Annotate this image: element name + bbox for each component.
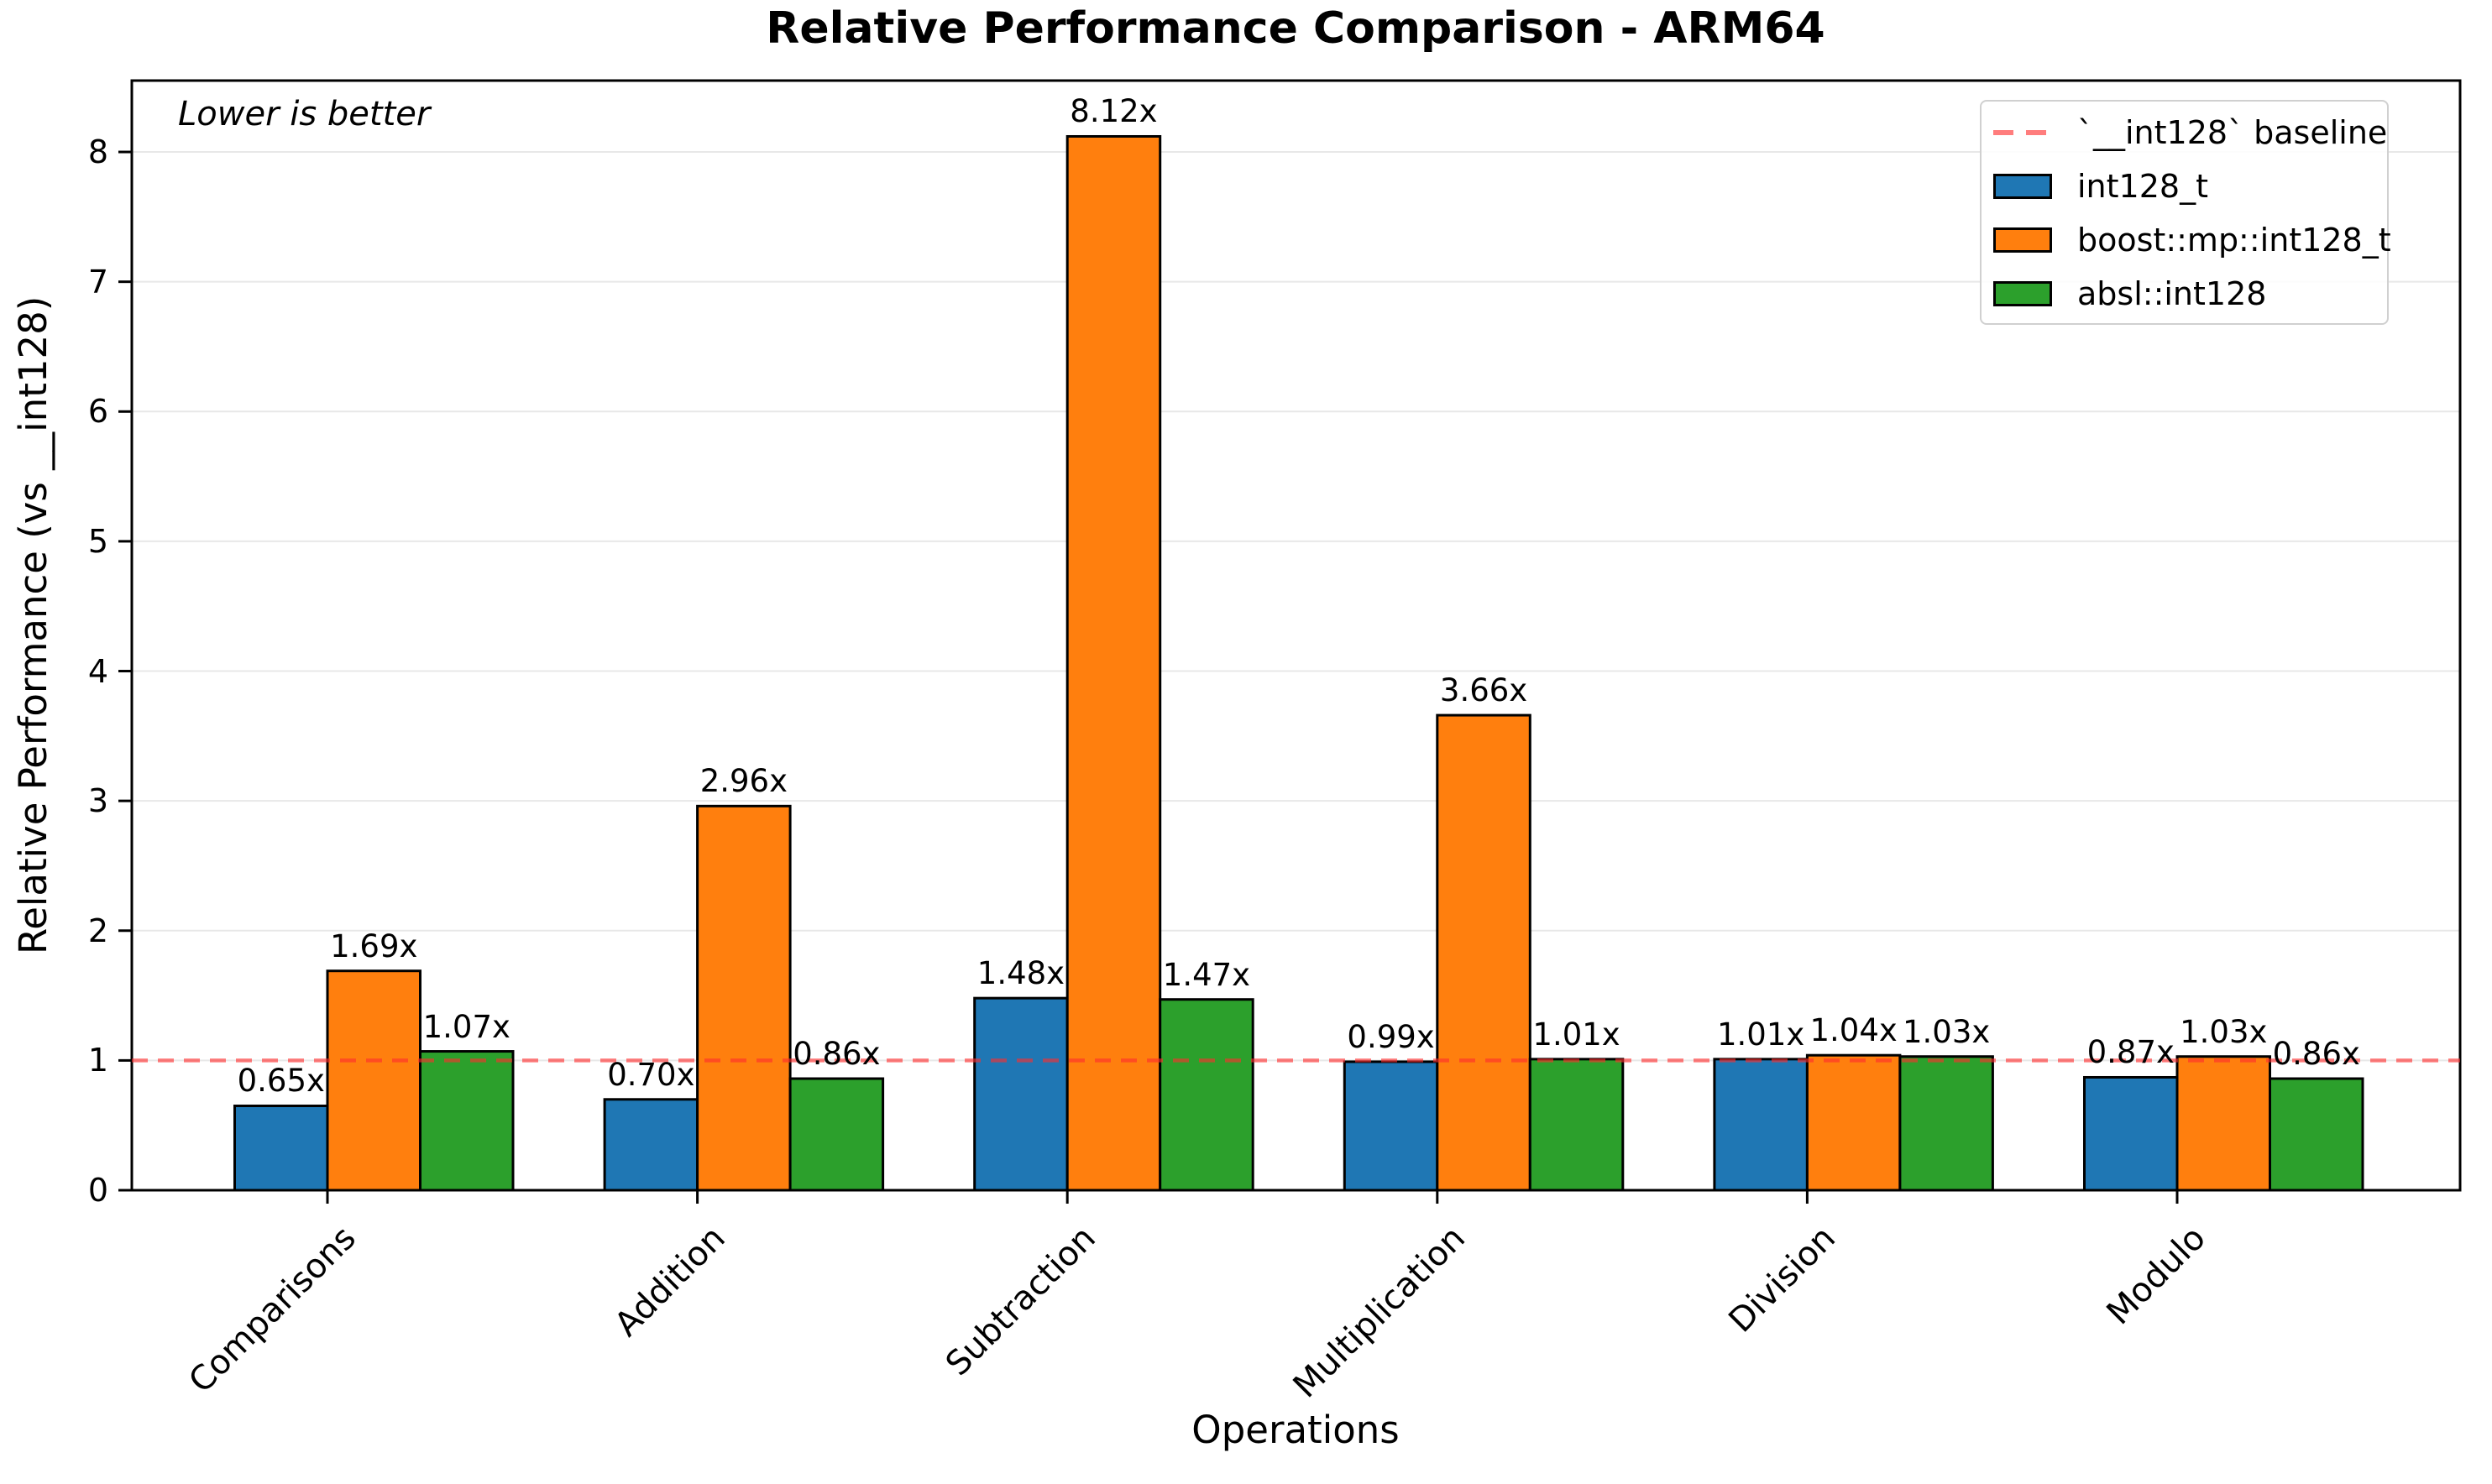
bar-absl::int128 [419,1050,515,1192]
bar-absl::int128 [1528,1058,1625,1192]
legend-item: `__int128` baseline [1982,106,2387,159]
legend-label: `__int128` baseline [2077,114,2388,151]
legend-item: int128_t [1982,159,2387,213]
legend-item: boost::mp::int128_t [1982,213,2391,267]
bar-int128_t [1713,1058,1809,1192]
bar-int128_t [1343,1060,1439,1192]
legend-label: boost::mp::int128_t [2077,222,2391,259]
legend-item: absl::int128 [1982,267,2387,321]
bar-boost::mp::int128_t [1065,134,1162,1192]
legend-color-swatch [1993,227,2054,253]
legend-label: int128_t [2077,168,2208,205]
plot-spines [130,79,2462,1192]
legend-label: absl::int128 [2077,275,2267,312]
legend-dashed-line-swatch [1993,128,2054,138]
bar-boost::mp::int128_t [1805,1053,1902,1192]
bar-int128_t [603,1098,699,1192]
bar-int128_t [973,996,1069,1192]
bar-boost::mp::int128_t [1436,713,1531,1192]
bar-absl::int128 [788,1077,885,1192]
bar-absl::int128 [2269,1077,2364,1192]
legend-color-swatch [1993,281,2054,306]
bar-int128_t [233,1104,329,1192]
bar-boost::mp::int128_t [2175,1055,2271,1192]
bar-boost::mp::int128_t [326,969,421,1192]
bar-absl::int128 [1898,1055,1994,1192]
bar-int128_t [2083,1075,2179,1192]
legend-color-swatch [1993,174,2054,199]
bar-boost::mp::int128_t [696,804,792,1192]
bar-absl::int128 [1159,998,1254,1192]
